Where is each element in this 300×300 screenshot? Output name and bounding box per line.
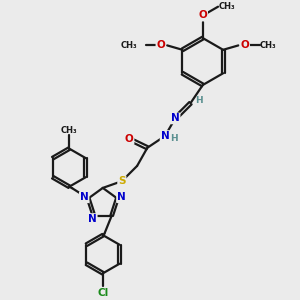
Text: N: N (171, 113, 180, 123)
Text: O: O (198, 11, 207, 20)
Text: N: N (117, 192, 126, 202)
Text: CH₃: CH₃ (260, 41, 277, 50)
Text: CH₃: CH₃ (121, 41, 137, 50)
Text: S: S (118, 176, 126, 186)
Text: CH₃: CH₃ (219, 2, 236, 11)
Text: O: O (125, 134, 134, 144)
Text: H: H (170, 134, 178, 143)
Text: O: O (240, 40, 249, 50)
Text: Cl: Cl (97, 288, 109, 298)
Text: CH₃: CH₃ (61, 126, 77, 135)
Text: N: N (88, 214, 97, 224)
Text: N: N (160, 131, 169, 141)
Text: H: H (196, 96, 203, 105)
Text: O: O (156, 40, 165, 50)
Text: N: N (80, 192, 88, 202)
